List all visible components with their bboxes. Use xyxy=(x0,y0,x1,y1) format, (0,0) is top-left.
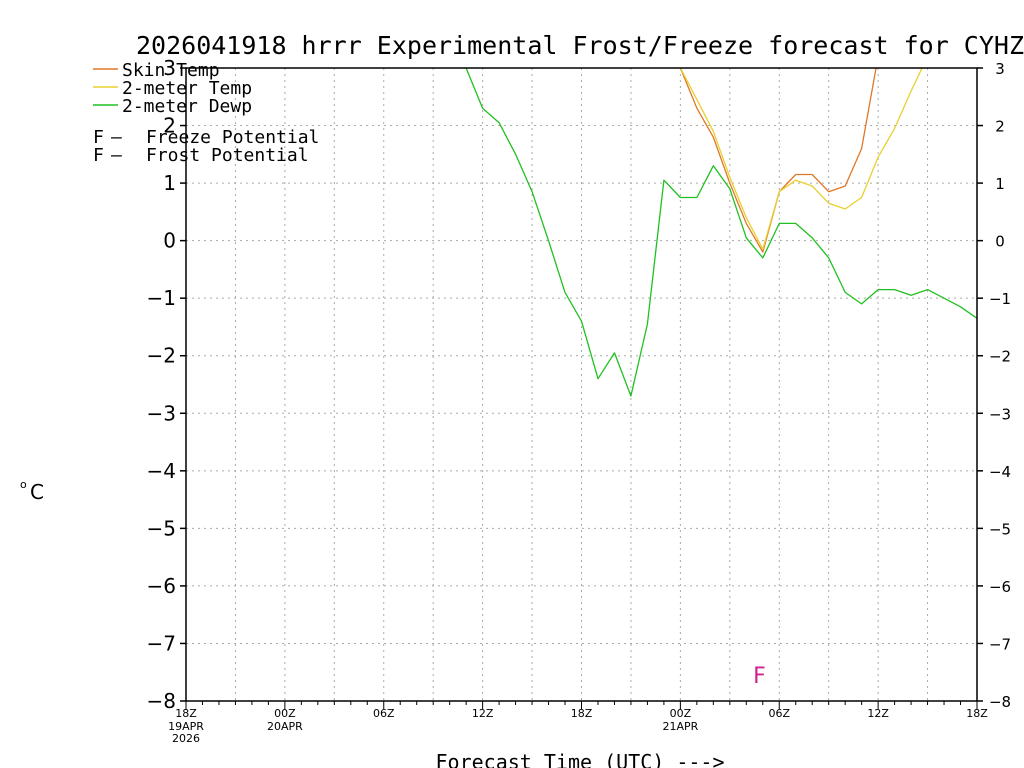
x-tick-label: 06Z xyxy=(373,707,395,720)
y-tick-label-right: −2 xyxy=(989,348,1011,366)
y-tick-label-right: −7 xyxy=(989,635,1011,653)
x-tick-label: 18Z xyxy=(966,707,988,720)
y-tick-label-left: −1 xyxy=(147,286,176,310)
y-axis-label: C o xyxy=(20,478,44,504)
y-tick-label-left: −4 xyxy=(147,459,176,483)
y-tick-label-left: 3 xyxy=(163,56,176,80)
y-tick-label-left: 0 xyxy=(163,229,176,253)
y-tick-label-left: 1 xyxy=(163,171,176,195)
series-lines xyxy=(465,68,977,397)
y-tick-label-left: −7 xyxy=(147,631,176,655)
series-line-2-meter-dewp xyxy=(465,68,977,397)
series-line-2-meter-temp xyxy=(679,68,923,250)
frost-potential-dash: – xyxy=(111,145,122,166)
y-tick-label-left: −2 xyxy=(147,344,176,368)
y-tick-label-right: −8 xyxy=(989,693,1011,711)
y-tick-label-right: −6 xyxy=(989,578,1011,596)
y-axis-right: 3 2 1 0 −1 −2 −3 −4 −5 −6 −7 −8 xyxy=(977,60,1011,711)
freeze-potential-label: Freeze Potential xyxy=(146,127,319,148)
frost-potential-marker: F xyxy=(93,145,104,166)
y-tick-label-right: 0 xyxy=(995,233,1005,251)
x-tick-sublabel: 19APR xyxy=(168,720,204,733)
frost-potential-label: Frost Potential xyxy=(146,145,309,166)
y-tick-label-right: 2 xyxy=(995,118,1005,136)
x-tick-sublabel: 21APR xyxy=(662,720,698,733)
x-tick-sublabel: 2026 xyxy=(172,732,200,745)
x-tick-label: 18Z xyxy=(571,707,593,720)
x-tick-label: 12Z xyxy=(867,707,889,720)
y-tick-label-left: −3 xyxy=(147,401,176,425)
y-axis-label-degree: o xyxy=(20,478,27,491)
x-tick-label: 18Z xyxy=(175,707,197,720)
x-tick-label: 00Z xyxy=(670,707,692,720)
y-tick-label-right: 1 xyxy=(995,175,1005,193)
x-axis-label: Forecast Time (UTC) ---> xyxy=(436,750,725,768)
y-tick-label-left: −5 xyxy=(147,516,176,540)
freeze-marker: F xyxy=(753,664,766,689)
x-tick-label: 12Z xyxy=(472,707,494,720)
y-tick-label-right: −3 xyxy=(989,405,1011,423)
y-axis-left: 3 2 1 0 −1 −2 −3 −4 −5 −6 −7 −8 xyxy=(147,56,186,713)
x-tick-sublabel: 20APR xyxy=(267,720,303,733)
y-tick-label-left: −6 xyxy=(147,574,176,598)
legend-label-skin-temp: Skin Temp xyxy=(122,60,220,81)
freeze-potential-marker: F xyxy=(93,127,104,148)
x-tick-label: 06Z xyxy=(768,707,790,720)
legend: Skin Temp 2-meter Temp 2-meter Dewp F – … xyxy=(93,60,319,166)
y-tick-label-left: 2 xyxy=(163,114,176,138)
legend-label-2m-temp: 2-meter Temp xyxy=(122,78,252,99)
y-tick-label-right: −4 xyxy=(989,463,1011,481)
x-tick-label: 00Z xyxy=(274,707,296,720)
y-tick-label-right: −5 xyxy=(989,520,1011,538)
y-tick-label-left: −8 xyxy=(147,689,176,713)
y-tick-label-right: 3 xyxy=(995,60,1005,78)
y-tick-label-right: −1 xyxy=(989,290,1011,308)
legend-label-2m-dewp: 2-meter Dewp xyxy=(122,96,252,117)
freeze-potential-dash: – xyxy=(111,127,122,148)
chart-title: 2026041918 hrrr Experimental Frost/Freez… xyxy=(136,31,1024,60)
potential-markers: F xyxy=(753,664,766,689)
y-axis-label-unit: C xyxy=(30,480,44,504)
